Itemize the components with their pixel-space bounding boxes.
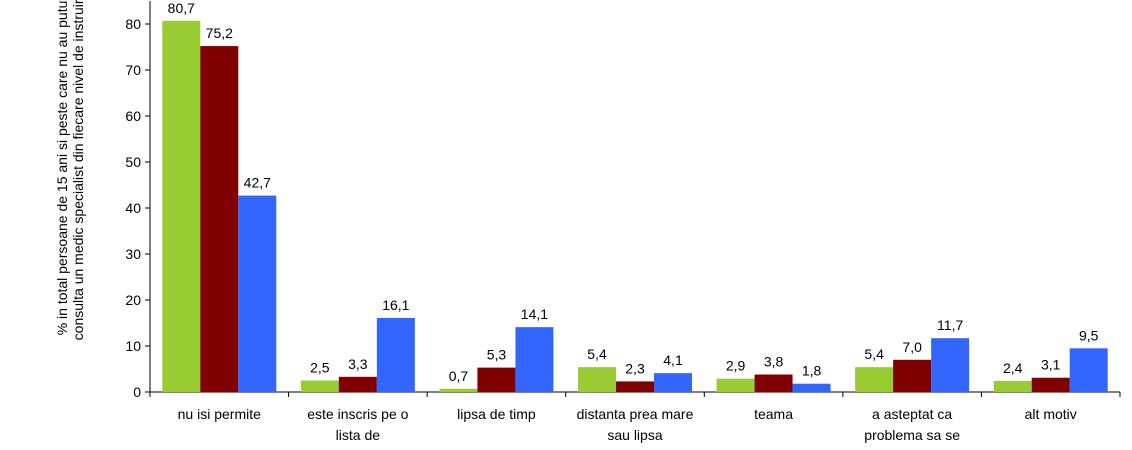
value-label: 7,0: [902, 339, 922, 355]
value-label: 5,4: [587, 346, 607, 362]
bar: [439, 388, 478, 392]
bar: [515, 327, 554, 392]
bar: [654, 373, 692, 392]
value-label: 5,4: [864, 346, 884, 362]
value-label: 2,4: [1003, 360, 1023, 376]
x-tick-label: teama: [754, 406, 794, 422]
value-label: 2,5: [310, 360, 330, 376]
value-label: 3,8: [764, 354, 784, 370]
bar: [238, 195, 277, 392]
y-tick-label: 50: [125, 154, 141, 170]
bar: [855, 367, 894, 392]
value-label: 0,7: [449, 368, 469, 384]
value-label: 2,9: [726, 358, 746, 374]
x-tick-label: a asteptat ca problema sa se: [864, 406, 960, 443]
bar: [616, 381, 654, 392]
x-tick-label: nu isi permite: [177, 406, 261, 422]
value-label: 3,3: [348, 356, 368, 372]
bar: [792, 383, 831, 392]
bar: [162, 20, 201, 393]
value-label: 75,2: [206, 25, 233, 41]
y-tick-label: 10: [125, 338, 141, 354]
y-tick-label: 80: [125, 16, 141, 32]
y-tick-label: 30: [125, 246, 141, 262]
value-label: 5,3: [487, 347, 507, 363]
y-tick-label: 70: [125, 62, 141, 78]
value-label: 80,7: [168, 0, 195, 16]
bar: [338, 376, 377, 392]
bar: [893, 359, 932, 392]
value-label: 11,7: [937, 317, 963, 333]
bar: [993, 380, 1032, 392]
y-tick-label: 40: [125, 200, 141, 216]
bar: [1069, 348, 1108, 392]
value-label: 14,1: [521, 306, 548, 322]
x-tick-label: este inscris pe o lista de: [307, 406, 409, 443]
y-tick-label: 20: [125, 292, 141, 308]
value-label: 1,8: [802, 363, 822, 379]
bar: [931, 338, 970, 392]
value-label: 2,3: [625, 360, 645, 376]
y-axis-label: % in total persoane de 15 ani si peste c…: [54, 0, 86, 341]
bar: [716, 378, 755, 392]
value-label: 16,1: [382, 297, 409, 313]
bar: [477, 367, 516, 392]
value-label: 42,7: [244, 175, 271, 191]
x-tick-label: alt motiv: [1024, 406, 1077, 422]
y-tick-label: 60: [125, 108, 141, 124]
bar: [578, 367, 616, 392]
bar: [200, 46, 239, 393]
value-label: 3,1: [1041, 357, 1061, 373]
value-label: 4,1: [663, 352, 683, 368]
x-tick-label: distanta prea mare sau lipsa: [576, 406, 694, 443]
bar: [376, 317, 415, 392]
y-tick-label: 0: [133, 384, 141, 400]
bar: [1031, 377, 1070, 392]
x-tick-label: lipsa de timp: [457, 406, 536, 422]
bar: [754, 374, 793, 392]
value-label: 9,5: [1079, 327, 1099, 343]
bar: [300, 380, 339, 392]
